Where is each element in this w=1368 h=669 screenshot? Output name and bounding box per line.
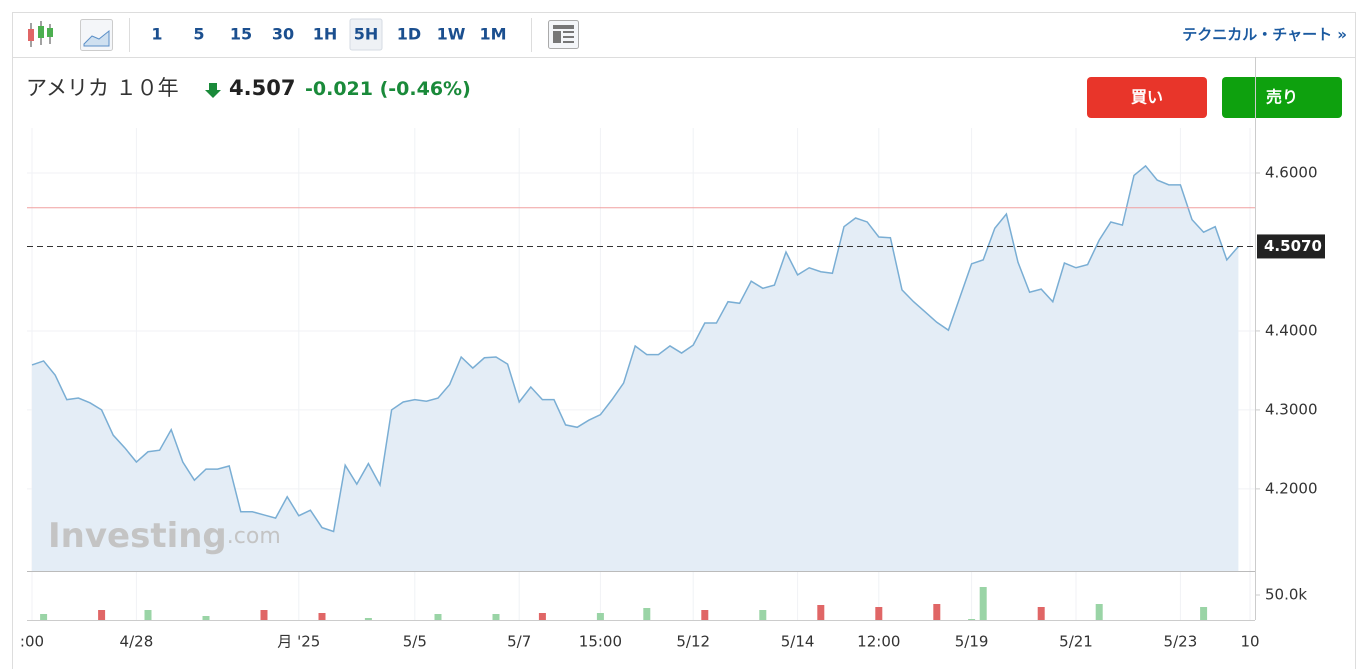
x-tick-label: :00 bbox=[20, 633, 44, 651]
x-tick-label: 12:00 bbox=[857, 633, 900, 651]
volume-bar bbox=[596, 613, 604, 620]
x-tick-label: 5/5 bbox=[403, 633, 427, 651]
price: 4.507 bbox=[229, 76, 295, 100]
volume-bar bbox=[202, 616, 210, 620]
x-tick-label: 月 '25 bbox=[277, 633, 320, 651]
down-arrow bbox=[205, 83, 221, 98]
buy-button[interactable] bbox=[1087, 77, 1207, 118]
volume-bar bbox=[875, 607, 883, 620]
plot bbox=[27, 128, 1255, 620]
watermark-suffix: .com bbox=[227, 524, 281, 549]
x-tick-label: 4/28 bbox=[120, 633, 154, 651]
x-tick-label: 5/21 bbox=[1059, 633, 1093, 651]
volume-bar bbox=[364, 618, 372, 620]
change: -0.021 (-0.46%) bbox=[305, 78, 471, 100]
axes: :00 4/28 月 '25 5/5 5/7 15:00 5/12 5/14 12:00 5/19… bbox=[20, 164, 1325, 651]
volume-bar bbox=[144, 610, 152, 620]
volume-bar bbox=[968, 619, 976, 620]
volume-bar bbox=[492, 614, 500, 620]
change-percent: (-0.46%) bbox=[380, 78, 471, 100]
volume-bar bbox=[1200, 607, 1208, 620]
sell-button[interactable] bbox=[1222, 77, 1342, 118]
active-interval-bg bbox=[349, 18, 383, 51]
interval-button[interactable]: 1M bbox=[479, 25, 506, 44]
watermark: Investing.com bbox=[48, 516, 281, 556]
x-tick-label: 5/12 bbox=[676, 633, 710, 651]
volume-bar bbox=[643, 608, 651, 620]
sell-label[interactable]: 売り bbox=[1266, 88, 1298, 107]
y-tick-label: 4.3000 bbox=[1265, 400, 1318, 418]
interval-button[interactable]: 5H bbox=[354, 25, 379, 44]
volume-bar bbox=[318, 613, 326, 620]
volume-bar bbox=[434, 614, 442, 620]
x-tick-label: 5/7 bbox=[507, 633, 531, 651]
interval-button[interactable]: 5 bbox=[193, 25, 204, 44]
interval-button[interactable]: 1W bbox=[437, 25, 466, 44]
x-tick-label: 5/19 bbox=[955, 633, 989, 651]
candle-icon[interactable] bbox=[28, 21, 53, 47]
area-fill bbox=[32, 165, 1239, 571]
x-tick-label: 10 bbox=[1240, 633, 1259, 651]
volume-bar bbox=[98, 610, 106, 620]
interval-button[interactable]: 15 bbox=[230, 25, 252, 44]
x-tick-label: 5/14 bbox=[781, 633, 815, 651]
volume-bar bbox=[817, 605, 825, 620]
interval-button[interactable]: 30 bbox=[272, 25, 294, 44]
last-price-box bbox=[1257, 234, 1325, 259]
y-tick-label: 4.2000 bbox=[1265, 479, 1318, 497]
volume-bar bbox=[759, 610, 767, 620]
y-tick-label: 4.4000 bbox=[1265, 321, 1318, 339]
technical-link[interactable]: テクニカル・チャート » bbox=[1182, 26, 1347, 44]
volume-bar bbox=[40, 614, 48, 620]
layout-icon[interactable] bbox=[548, 20, 579, 49]
volume-bar bbox=[701, 610, 709, 620]
volume-tick-label: 50.0k bbox=[1265, 586, 1307, 604]
y-tick-label: 4.6000 bbox=[1265, 164, 1318, 182]
volume-bar bbox=[1095, 604, 1103, 620]
interval-button[interactable]: 1 bbox=[151, 25, 162, 44]
instrument-name: アメリカ １０年 bbox=[26, 76, 179, 100]
volume-bar bbox=[260, 610, 268, 620]
area-icon[interactable] bbox=[80, 19, 113, 51]
buy-label[interactable]: 買い bbox=[1131, 88, 1163, 107]
x-tick-label: 5/23 bbox=[1164, 633, 1198, 651]
volume-bar bbox=[1037, 607, 1045, 620]
volume-bar bbox=[979, 587, 987, 620]
x-tick-label: 15:00 bbox=[579, 633, 622, 651]
volume-bar bbox=[933, 604, 941, 620]
change-value: -0.021 bbox=[305, 78, 373, 100]
last-price-label: 4.5070 bbox=[1264, 237, 1322, 255]
watermark-brand: Investing bbox=[48, 516, 227, 556]
interval-group: 1 5 15 30 1H 5H 1D 1W 1M bbox=[151, 18, 507, 51]
interval-button[interactable]: 1D bbox=[397, 25, 421, 44]
price-line bbox=[31, 164, 1239, 533]
interval-button[interactable]: 1H bbox=[313, 25, 338, 44]
volume-bar bbox=[538, 613, 546, 620]
